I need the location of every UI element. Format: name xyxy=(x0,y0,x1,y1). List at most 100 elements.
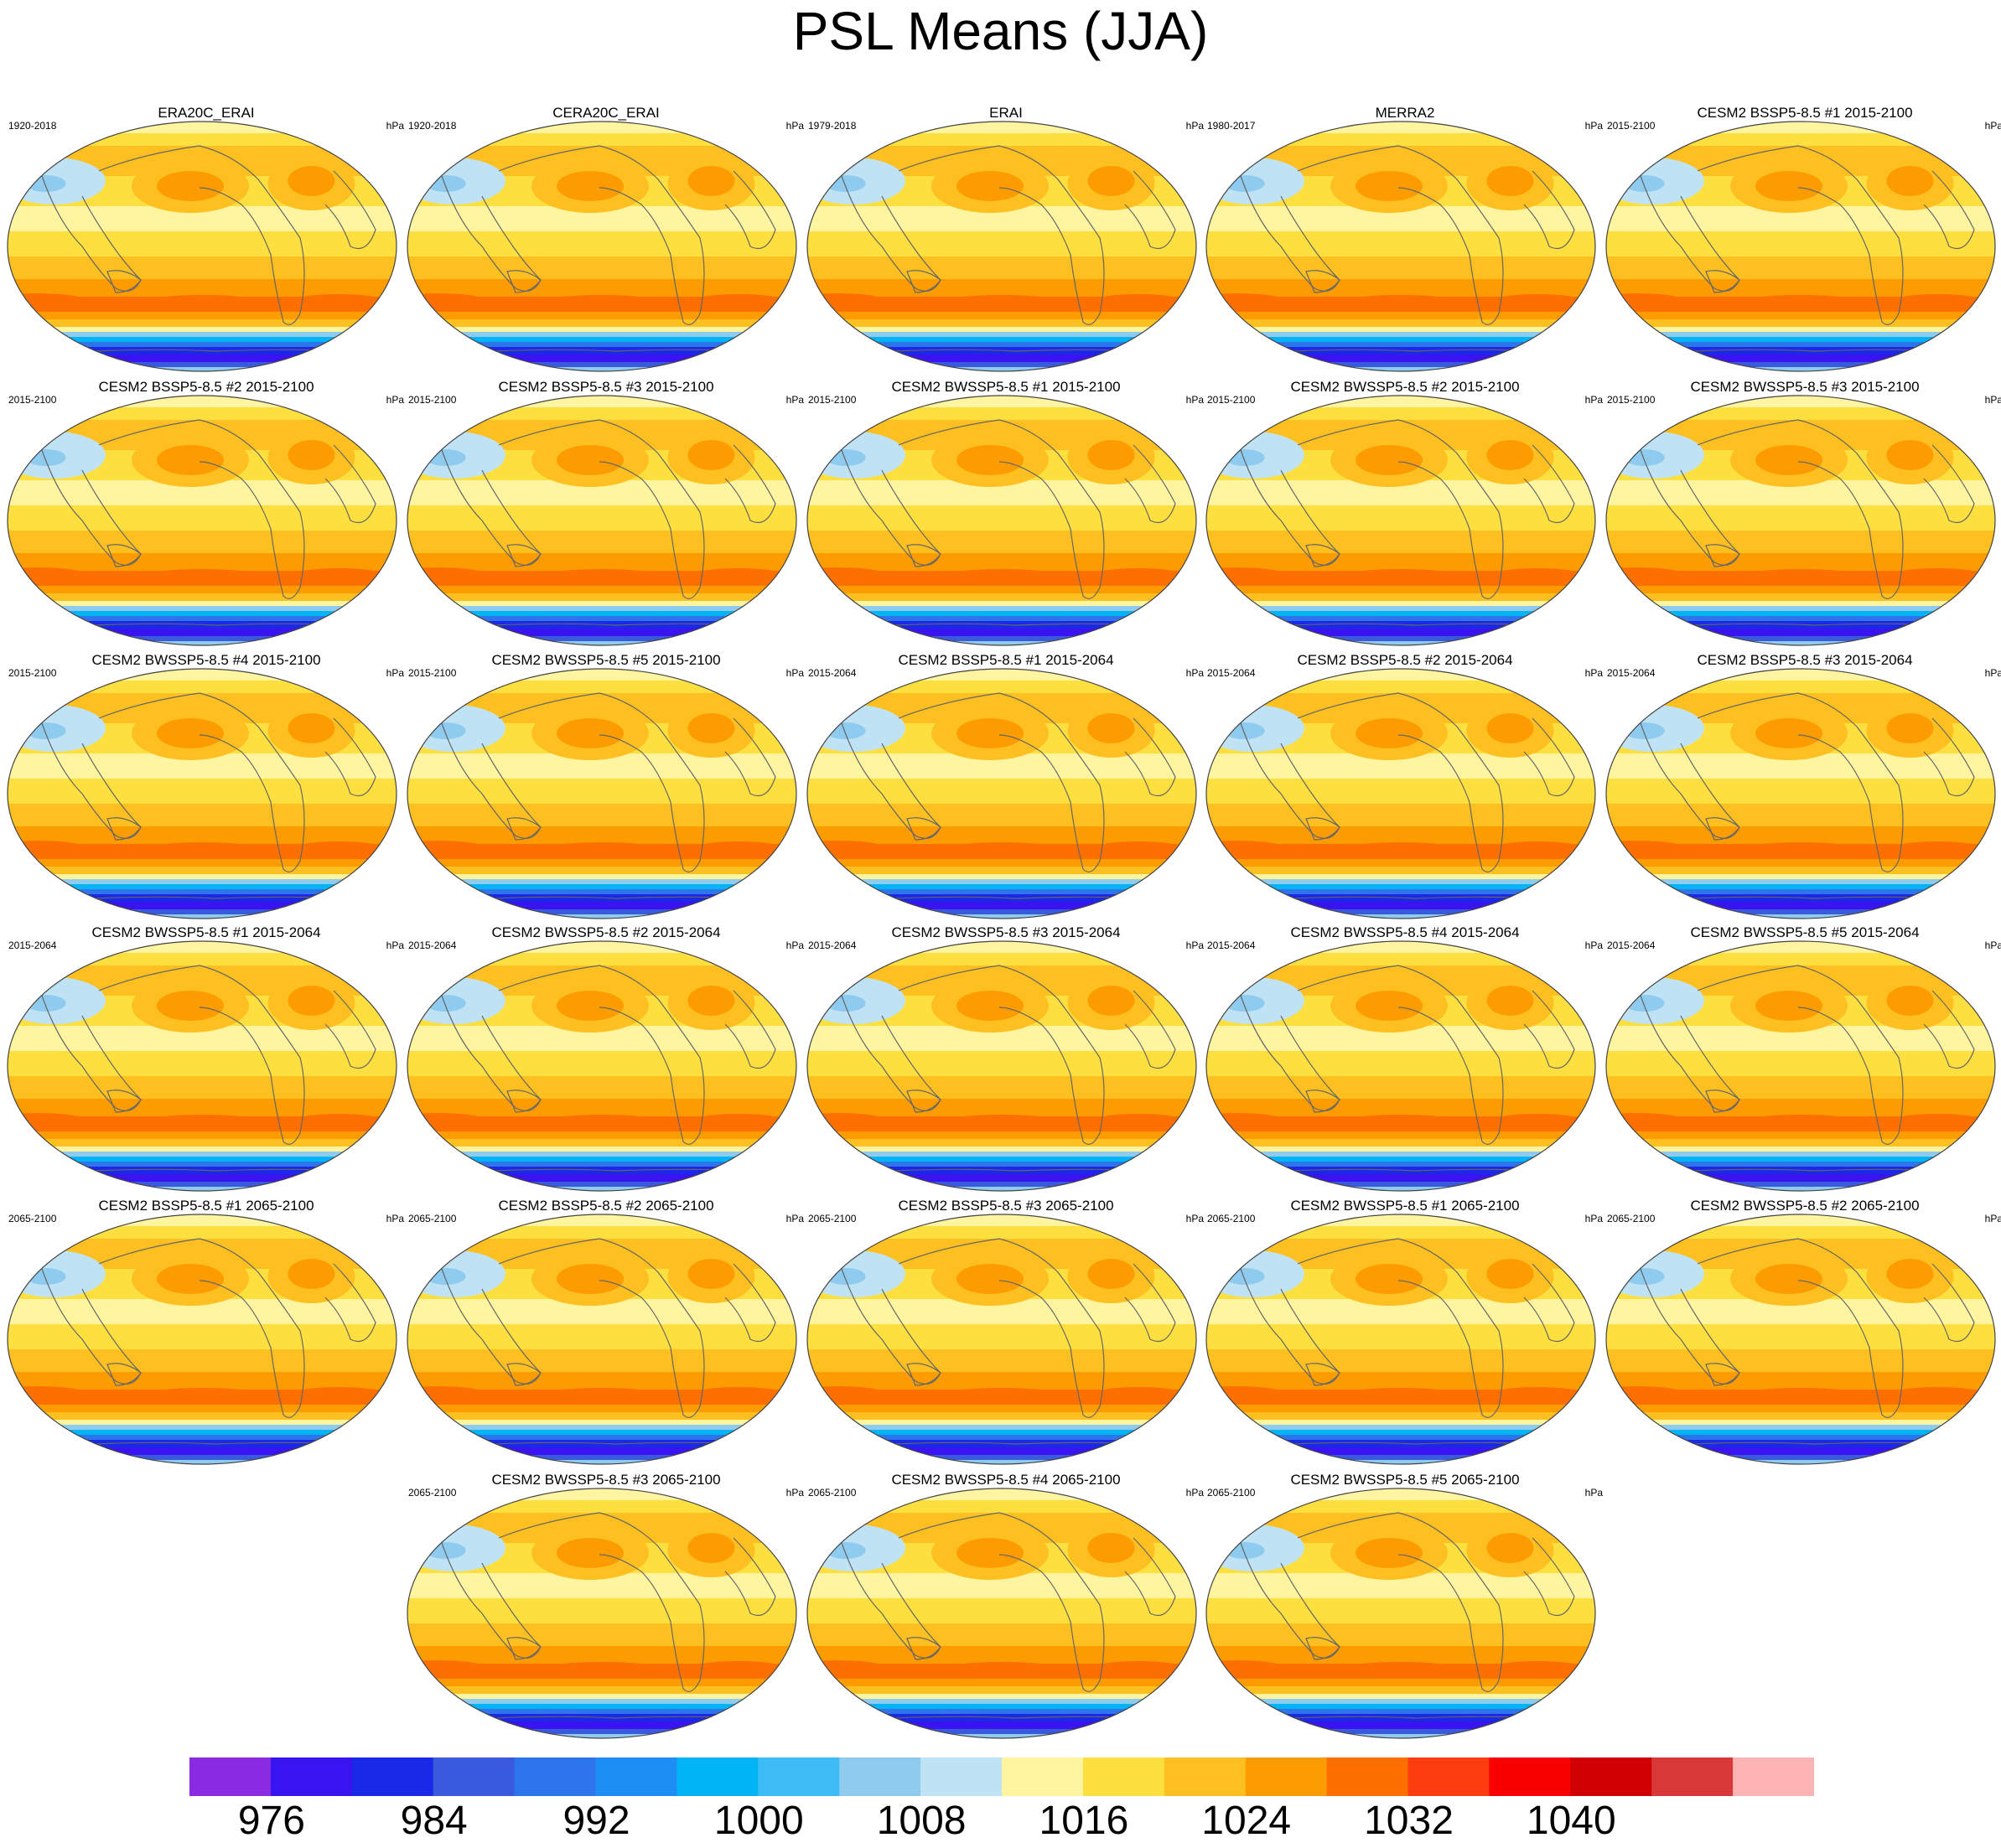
colorbar-swatch xyxy=(1002,1757,1084,1796)
psl-map xyxy=(7,940,397,1192)
panel-title: CESM2 BSSP5-8.5 #1 2065-2100 xyxy=(98,1198,314,1214)
map-panel: CESM2 BWSSP5-8.5 #2 2015-2100 2015-2100 hP… xyxy=(1205,378,1604,648)
map-panel: CESM2 BWSSP5-8.5 #3 2015-2100 2015-2100 hP… xyxy=(1605,378,2001,648)
colorbar-tick-label: 1024 xyxy=(1201,1799,1292,1843)
panel-title: ERA20C_ERAI xyxy=(158,105,255,121)
colorbar-tick-label: 1008 xyxy=(876,1799,967,1843)
panel-title: ERAI xyxy=(989,105,1023,121)
panel-title: CESM2 BWSSP5-8.5 #3 2015-2064 xyxy=(891,924,1121,940)
colorbar-swatch xyxy=(1326,1757,1408,1796)
panel-period: 2065-2100 xyxy=(408,1213,457,1224)
colorbar-tick-label: 1016 xyxy=(1039,1799,1129,1843)
panel-units: hPa xyxy=(386,1213,404,1224)
colorbar-swatch xyxy=(677,1757,759,1796)
psl-map xyxy=(7,121,397,372)
colorbar-tick-label: 1032 xyxy=(1364,1799,1454,1843)
panel-units: hPa xyxy=(1584,1213,1603,1224)
colorbar-tick-label: 984 xyxy=(400,1799,468,1843)
panel-units: hPa xyxy=(1185,1213,1204,1224)
panel-period: 2065-2100 xyxy=(8,1213,57,1224)
panel-title: CESM2 BWSSP5-8.5 #1 2015-2100 xyxy=(891,379,1121,395)
psl-map xyxy=(407,1488,797,1739)
psl-map xyxy=(1205,1488,1596,1739)
psl-map xyxy=(407,668,797,919)
map-panel: CESM2 BWSSP5-8.5 #1 2015-2064 2015-2064 hP… xyxy=(7,924,406,1193)
map-panel: MERRA2 1980-2017 hPa xyxy=(1205,104,1604,374)
psl-map xyxy=(1605,395,1996,646)
map-panel: CESM2 BSSP5-8.5 #1 2065-2100 2065-2100 hPa xyxy=(7,1197,406,1467)
panel-period: 2015-2100 xyxy=(1207,394,1256,406)
panel-title: CESM2 BWSSP5-8.5 #2 2015-2064 xyxy=(491,924,721,940)
panel-period: 2015-2064 xyxy=(1207,940,1256,951)
panel-title: CERA20C_ERAI xyxy=(552,105,660,121)
panel-period: 2015-2100 xyxy=(408,394,457,406)
panel-units: hPa xyxy=(1185,667,1204,679)
map-panel: CESM2 BWSSP5-8.5 #2 2065-2100 2065-2100 hP… xyxy=(1605,1197,2001,1467)
panel-title: CESM2 BWSSP5-8.5 #1 2065-2100 xyxy=(1290,1198,1520,1214)
colorbar-swatch xyxy=(270,1757,353,1796)
panel-units: hPa xyxy=(1584,667,1603,679)
panel-units: hPa xyxy=(1984,940,2001,951)
colorbar-swatch xyxy=(920,1757,1003,1796)
panel-title: CESM2 BSSP5-8.5 #1 2015-2100 xyxy=(1697,105,1913,121)
psl-map xyxy=(806,940,1197,1192)
colorbar-swatch xyxy=(1082,1757,1165,1796)
colorbar-swatch xyxy=(1164,1757,1247,1796)
psl-map xyxy=(1605,940,1996,1192)
panel-period: 2015-2100 xyxy=(408,667,457,679)
psl-map xyxy=(7,1214,397,1465)
colorbar-tick-label: 1040 xyxy=(1526,1799,1616,1843)
panel-title: MERRA2 xyxy=(1375,105,1435,121)
colorbar-swatch xyxy=(1407,1757,1490,1796)
panel-units: hPa xyxy=(1984,667,2001,679)
panel-period: 2065-2100 xyxy=(1207,1213,1256,1224)
map-panel: CESM2 BWSSP5-8.5 #3 2065-2100 2065-2100 hP… xyxy=(407,1471,806,1741)
colorbar-swatch xyxy=(595,1757,677,1796)
map-panel: ERAI 1979-2018 hPa xyxy=(806,104,1205,374)
map-panel: CESM2 BSSP5-8.5 #2 2065-2100 2065-2100 hPa xyxy=(407,1197,806,1467)
psl-map xyxy=(7,395,397,646)
panel-period: 1980-2017 xyxy=(1207,120,1256,132)
map-panel: CESM2 BWSSP5-8.5 #1 2015-2100 2015-2100 hP… xyxy=(806,378,1205,648)
map-panel: CESM2 BWSSP5-8.5 #5 2065-2100 2065-2100 hP… xyxy=(1205,1471,1604,1741)
panel-units: hPa xyxy=(785,667,804,679)
colorbar-swatch xyxy=(514,1757,596,1796)
panel-units: hPa xyxy=(785,940,804,951)
psl-map xyxy=(1205,1214,1596,1465)
psl-map xyxy=(1205,395,1596,646)
panel-units: hPa xyxy=(386,940,404,951)
panel-period: 2015-2100 xyxy=(8,394,57,406)
psl-map xyxy=(1205,121,1596,372)
panel-units: hPa xyxy=(1185,120,1204,132)
map-panel: CESM2 BWSSP5-8.5 #3 2015-2064 2015-2064 hP… xyxy=(806,924,1205,1193)
panel-title: CESM2 BSSP5-8.5 #2 2015-2100 xyxy=(98,379,314,395)
psl-map xyxy=(806,395,1197,646)
panel-units: hPa xyxy=(1584,394,1603,406)
psl-map xyxy=(407,395,797,646)
colorbar-swatch xyxy=(351,1757,434,1796)
colorbar-tick-label: 976 xyxy=(237,1799,305,1843)
panel-period: 2015-2064 xyxy=(1607,940,1656,951)
panel-units: hPa xyxy=(1185,940,1204,951)
panel-period: 2015-2064 xyxy=(8,940,57,951)
panel-units: hPa xyxy=(1984,120,2001,132)
panel-period: 2015-2100 xyxy=(1607,120,1656,132)
psl-map xyxy=(407,940,797,1192)
panel-period: 2065-2100 xyxy=(808,1487,857,1499)
panel-title: CESM2 BWSSP5-8.5 #1 2015-2064 xyxy=(91,924,321,940)
psl-map xyxy=(806,1214,1197,1465)
map-panel: CESM2 BWSSP5-8.5 #5 2015-2100 2015-2100 hP… xyxy=(407,651,806,921)
colorbar-swatch xyxy=(433,1757,516,1796)
map-panel: CESM2 BSSP5-8.5 #3 2065-2100 2065-2100 hPa xyxy=(806,1197,1205,1467)
panel-title: CESM2 BSSP5-8.5 #2 2015-2064 xyxy=(1297,652,1513,668)
psl-map xyxy=(806,668,1197,919)
panel-title: CESM2 BWSSP5-8.5 #2 2015-2100 xyxy=(1290,379,1520,395)
map-panel: CESM2 BSSP5-8.5 #1 2015-2100 2015-2100 hPa xyxy=(1605,104,2001,374)
map-panel: CESM2 BWSSP5-8.5 #4 2015-2100 2015-2100 hP… xyxy=(7,651,406,921)
colorbar-swatch xyxy=(1651,1757,1734,1796)
panel-units: hPa xyxy=(386,667,404,679)
map-panel: CESM2 BWSSP5-8.5 #4 2015-2064 2015-2064 hP… xyxy=(1205,924,1604,1193)
panel-title: CESM2 BSSP5-8.5 #2 2065-2100 xyxy=(498,1198,714,1214)
panel-title: CESM2 BWSSP5-8.5 #5 2015-2100 xyxy=(491,652,721,668)
panel-title: CESM2 BWSSP5-8.5 #4 2015-2064 xyxy=(1290,924,1520,940)
